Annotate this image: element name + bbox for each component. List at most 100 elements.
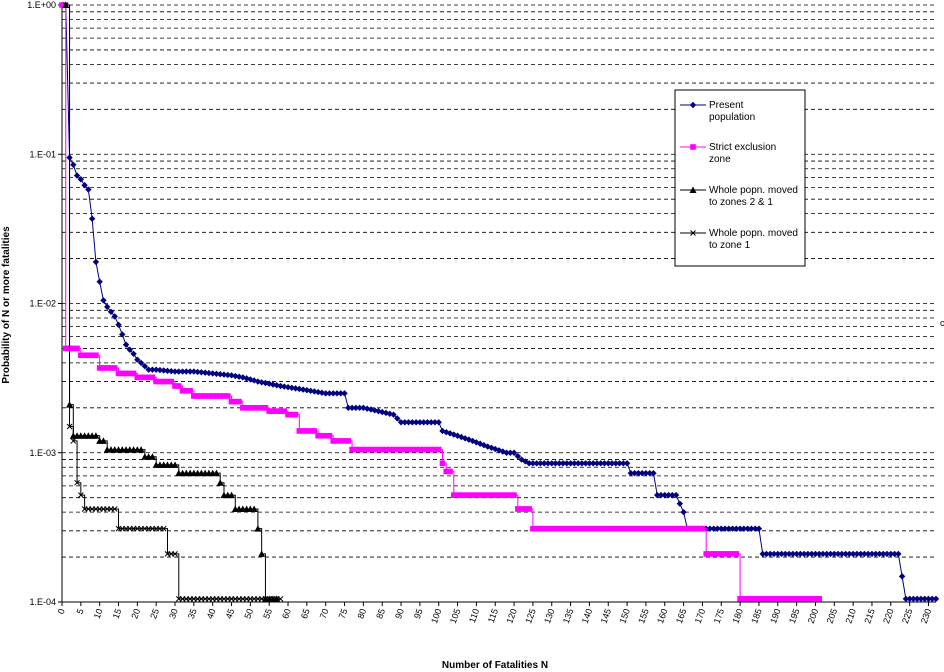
data-point <box>122 341 130 348</box>
data-point <box>330 438 337 444</box>
data-point <box>409 446 416 453</box>
data-point <box>179 368 186 375</box>
data-point <box>439 460 446 467</box>
data-point <box>412 419 420 426</box>
data-point <box>435 419 442 426</box>
data-point <box>849 550 857 558</box>
data-point <box>450 492 457 498</box>
data-point <box>368 446 374 453</box>
data-point <box>220 371 228 378</box>
data-point <box>394 446 401 453</box>
data-point <box>70 345 77 352</box>
data-point <box>111 313 118 320</box>
data-point <box>126 346 134 353</box>
legend-box <box>674 89 806 267</box>
data-point <box>816 596 823 602</box>
x-tick-label: 95 <box>412 607 425 620</box>
x-tick-label: 190 <box>768 607 783 625</box>
data-point <box>737 596 743 602</box>
data-point <box>597 525 604 532</box>
data-point <box>646 469 653 477</box>
data-point <box>605 460 612 467</box>
data-point <box>333 390 341 397</box>
data-point <box>74 479 80 486</box>
x-tick-label: 110 <box>467 607 481 624</box>
data-point <box>115 321 122 328</box>
data-point <box>579 525 585 532</box>
data-point <box>341 390 348 397</box>
data-point <box>729 525 736 532</box>
data-point <box>160 525 167 532</box>
data-point <box>880 550 887 558</box>
data-point <box>469 492 476 498</box>
data-point <box>183 368 190 375</box>
data-point <box>326 390 333 397</box>
y-tick-label: 1.E-03 <box>29 448 56 458</box>
data-point <box>593 460 601 467</box>
legend-label: population <box>709 112 755 123</box>
data-point <box>232 398 239 405</box>
data-point <box>861 550 868 558</box>
data-point <box>240 405 246 411</box>
data-point <box>612 525 619 532</box>
legend-label: to zones 2 & 1 <box>709 197 773 208</box>
data-point <box>266 408 272 414</box>
data-point <box>556 460 563 467</box>
data-point <box>564 525 570 532</box>
data-point <box>718 525 725 532</box>
x-tick-label: 130 <box>542 607 557 625</box>
x-tick-label: 5 <box>75 607 86 615</box>
data-point <box>631 525 638 532</box>
data-point <box>81 182 88 189</box>
data-point <box>386 446 393 453</box>
data-point <box>496 492 502 498</box>
data-point <box>782 596 789 602</box>
data-point <box>258 550 266 557</box>
data-point <box>533 525 540 532</box>
data-point <box>929 595 936 603</box>
x-tick-label: 10 <box>92 607 105 620</box>
data-point <box>639 525 645 532</box>
data-point <box>383 446 389 453</box>
data-point <box>643 525 649 532</box>
data-point <box>484 492 491 498</box>
data-point <box>857 550 864 558</box>
data-point <box>887 550 894 558</box>
data-point <box>872 550 879 558</box>
data-point <box>123 370 129 377</box>
data-point <box>680 508 687 516</box>
data-point <box>650 525 657 532</box>
legend-label: to zone 1 <box>709 240 751 251</box>
data-point <box>292 411 299 418</box>
data-point <box>620 460 627 467</box>
data-point <box>582 460 589 467</box>
data-point <box>522 506 529 512</box>
data-point <box>868 550 876 558</box>
data-point <box>99 437 107 444</box>
data-point <box>816 550 823 558</box>
data-point <box>130 350 137 358</box>
data-point <box>390 446 397 453</box>
data-point <box>793 550 800 558</box>
data-point <box>152 366 160 373</box>
x-tick-label: 75 <box>337 607 350 620</box>
data-point <box>341 438 348 444</box>
data-point <box>515 506 521 512</box>
x-tick-label: 170 <box>693 607 708 625</box>
data-point <box>537 525 544 532</box>
data-point <box>322 432 329 439</box>
data-point <box>107 308 115 315</box>
data-point <box>571 525 578 532</box>
x-tick-label: 25 <box>148 607 161 620</box>
data-point <box>216 479 224 486</box>
data-point <box>187 388 193 394</box>
data-point <box>808 596 815 602</box>
series-2 <box>59 2 823 602</box>
legend-label: Strict exclusion <box>709 142 776 153</box>
data-point <box>533 460 540 467</box>
data-point <box>771 596 777 602</box>
x-tick-label: 120 <box>504 607 519 625</box>
data-point <box>334 438 340 444</box>
data-point <box>563 460 571 467</box>
